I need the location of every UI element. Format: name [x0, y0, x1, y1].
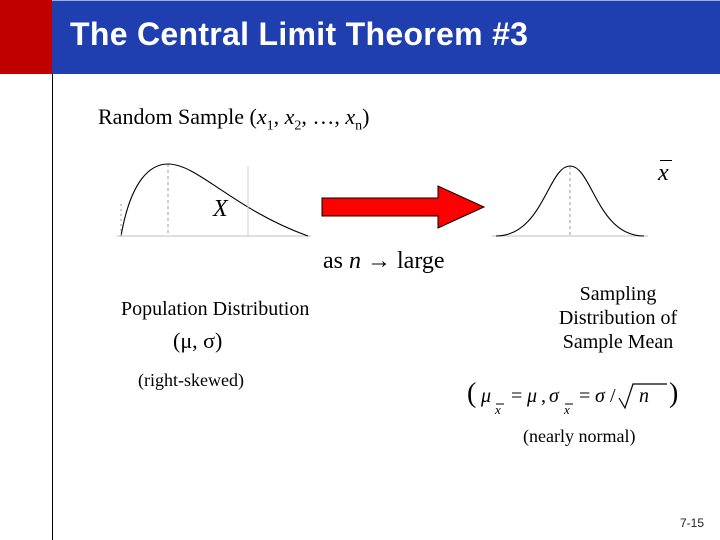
header-red-block: [0, 0, 52, 74]
f-mu1: μ: [480, 385, 491, 407]
f-eq1: =: [511, 385, 522, 407]
f-comma: ,: [541, 385, 546, 407]
rs-sep1: ,: [274, 104, 285, 129]
xbar-overline: [660, 160, 672, 161]
population-distribution-label: Population Distribution: [121, 298, 309, 321]
f-slash: /: [610, 385, 616, 407]
page-number: 7-15: [680, 516, 704, 530]
asn-as: as: [323, 248, 349, 274]
right-skewed-note: (right-skewed): [138, 370, 244, 391]
samp-curve-path: [496, 166, 644, 236]
xbar-label: x: [658, 160, 669, 187]
slide-content: Random Sample (x1, x2, …, xn) X x as n →…: [53, 74, 720, 540]
formula-svg: ( μ x = μ , σ x = σ / n ): [467, 378, 702, 418]
asn-rest: → large: [361, 248, 445, 274]
rs-var1: x: [257, 104, 267, 129]
arrow-svg: [318, 184, 488, 230]
rs-varn: x: [345, 104, 355, 129]
sampling-distribution-label: Sampling Distribution of Sample Mean: [533, 282, 703, 354]
slide-title: The Central Limit Theorem #3: [70, 16, 528, 53]
rs-sub1: 1: [267, 118, 274, 133]
f-eq2: =: [579, 385, 590, 407]
rs-var2: x: [285, 104, 295, 129]
rs-suffix: ): [362, 104, 369, 129]
sampling-curve-svg: [488, 154, 658, 249]
arrow-shape: [322, 186, 484, 228]
population-params: (μ, σ): [173, 328, 222, 354]
slide-header: The Central Limit Theorem #3: [0, 0, 720, 74]
asn-n: n: [349, 248, 361, 274]
f-xbar1: x: [494, 402, 501, 417]
f-lparen: (: [467, 378, 476, 409]
f-n: n: [639, 385, 649, 407]
transform-arrow: [318, 184, 488, 230]
sampling-formula: ( μ x = μ , σ x = σ / n ): [467, 378, 702, 418]
f-rparen: ): [669, 378, 678, 409]
xbar-x: x: [658, 160, 669, 186]
random-sample-text: Random Sample (x1, x2, …, xn): [98, 104, 370, 134]
as-n-large: as n → large: [323, 248, 445, 275]
rs-sep2: , …,: [301, 104, 345, 129]
f-xbar2: x: [563, 402, 570, 417]
f-mu2: μ: [526, 385, 537, 407]
nearly-normal-note: (nearly normal): [523, 426, 635, 447]
rs-prefix: Random Sample (: [98, 104, 257, 129]
x-variable-label: X: [213, 196, 228, 223]
f-sigma2: σ: [595, 385, 606, 407]
f-sigma1: σ: [549, 385, 560, 407]
